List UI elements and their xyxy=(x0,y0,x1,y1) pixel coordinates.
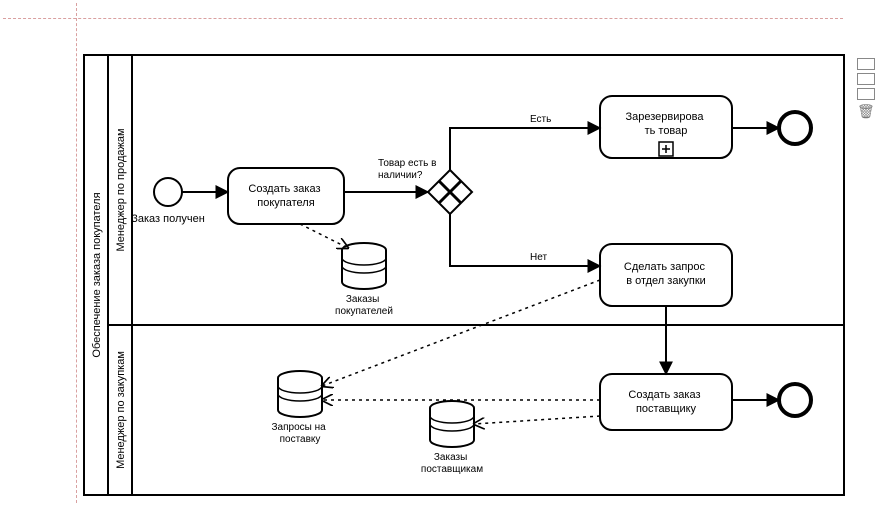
task-create-customer-order: Создать заказ покупателя xyxy=(228,168,344,224)
lane-purch-label: Менеджер по закупкам xyxy=(115,351,127,469)
toolbar-align-3[interactable] xyxy=(857,88,875,100)
bpmn-svg: Обеспечение заказа покупателя Менеджер п… xyxy=(0,0,881,524)
flow-gateway-yes xyxy=(450,128,600,170)
assoc-supplier-to-ds3 xyxy=(474,416,600,424)
end-event-1 xyxy=(779,112,811,144)
lane-sales-label: Менеджер по продажам xyxy=(115,128,127,251)
task-create-supplier-order: Создать заказ поставщику xyxy=(600,374,732,430)
end-event-2 xyxy=(779,384,811,416)
task-reserve-goods: Зарезервирова ть товар xyxy=(600,96,732,158)
flow-yes-label: Есть xyxy=(530,114,551,125)
gateway-stock: Товар есть в наличии? xyxy=(378,158,472,214)
toolbar-align-1[interactable] xyxy=(857,58,875,70)
datastore-supply-requests-label: Запросы на поставку xyxy=(272,422,329,445)
datastore-customer-orders: Заказы покупателей xyxy=(335,243,393,317)
datastore-supplier-orders-label: Заказы поставщикам xyxy=(421,452,483,475)
start-event-label: Заказ получен xyxy=(131,213,205,225)
gateway-label: Товар есть в наличии? xyxy=(378,158,439,181)
datastore-supply-requests: Запросы на поставку xyxy=(272,371,329,445)
diagram-canvas: Обеспечение заказа покупателя Менеджер п… xyxy=(0,0,881,524)
start-event: Заказ получен xyxy=(131,178,205,225)
assoc-create-to-ds1 xyxy=(300,224,348,248)
trash-icon[interactable]: 🗑 xyxy=(857,103,873,120)
flow-gateway-no xyxy=(450,214,600,266)
datastore-supplier-orders: Заказы поставщикам xyxy=(421,401,483,475)
lane-sales: Менеджер по продажам Менеджер по закупка… xyxy=(108,55,844,495)
datastore-customer-orders-label: Заказы покупателей xyxy=(335,294,393,317)
toolbar-align-2[interactable] xyxy=(857,73,875,85)
task-make-request: Сделать запрос в отдел закупки xyxy=(600,244,732,306)
pool-label: Обеспечение заказа покупателя xyxy=(91,192,103,357)
side-toolbar: 🗑 xyxy=(857,58,875,123)
flow-no-label: Нет xyxy=(530,252,547,263)
